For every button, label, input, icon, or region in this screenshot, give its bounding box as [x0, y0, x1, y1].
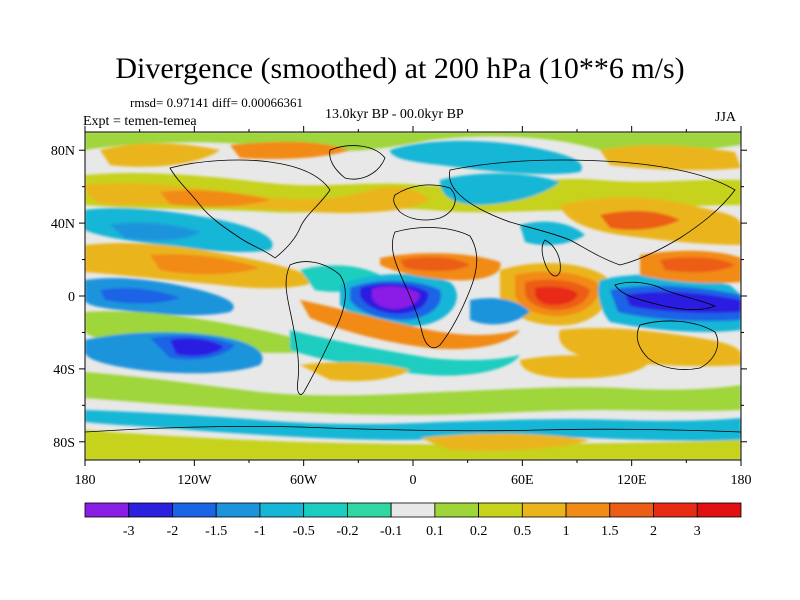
- field-mc-deepblue: [625, 291, 741, 313]
- colorbar-swatch: [478, 502, 523, 518]
- lat-label: 40S: [53, 363, 75, 378]
- colorbar-swatch: [390, 502, 436, 518]
- colorbar-label: -1: [254, 524, 266, 539]
- field-trop-orange-core: [150, 254, 260, 275]
- contour-fields: [85, 132, 741, 460]
- colorbar-swatch: [653, 502, 698, 518]
- coast-north-america: [169, 159, 331, 259]
- coast-antarctica: [85, 425, 741, 433]
- field-nh-red-asia: [600, 210, 680, 230]
- lon-label: 60E: [511, 473, 534, 488]
- colorbar-swatch: [696, 502, 742, 518]
- lat-axis: 80N 40N 0 40S 80S: [51, 144, 747, 451]
- season-text: JJA: [715, 110, 737, 125]
- colorbar-swatch: [565, 502, 611, 518]
- lon-label: 120E: [617, 473, 647, 488]
- lat-label: 0: [68, 290, 75, 305]
- field-arctic-orange-3: [600, 145, 741, 171]
- colorbar: -3 -2 -1.5 -1 -0.5 -0.2 -0.1 0.1 0.2 0.5 1 1.5 2 3: [84, 502, 742, 539]
- coast-greenland: [329, 145, 386, 180]
- field-africa-red: [400, 257, 470, 272]
- field-sh-orange-south: [420, 433, 590, 451]
- lat-label: 80N: [51, 144, 75, 159]
- colorbar-swatch: [84, 502, 130, 518]
- colorbar-label: 0.5: [514, 524, 532, 539]
- field-sa-orange-belt: [300, 300, 520, 350]
- lon-label: 180: [75, 473, 96, 488]
- coast-south-america: [285, 261, 346, 395]
- colorbar-swatch: [346, 502, 392, 518]
- colorbar-swatch: [521, 502, 567, 518]
- colorbar-label: 0.2: [470, 524, 488, 539]
- colorbar-label: 1: [563, 524, 570, 539]
- field-sh-deepblue-west: [170, 338, 224, 356]
- colorbar-label: -0.2: [336, 524, 358, 539]
- coast-india: [541, 239, 561, 277]
- experiment-text: Expt = temen-temea: [83, 114, 197, 129]
- colorbar-swatch: [609, 502, 654, 518]
- colorbar-label: -3: [123, 524, 135, 539]
- coastlines: [85, 145, 741, 433]
- field-arctic-orange: [100, 143, 220, 167]
- colorbar-label: -2: [167, 524, 179, 539]
- field-io-redcore: [535, 286, 578, 305]
- coast-maritime: [614, 281, 717, 311]
- lon-label: 60W: [290, 473, 318, 488]
- coast-australia: [636, 320, 719, 370]
- colorbar-label: -1.5: [205, 524, 227, 539]
- coast-europe: [393, 184, 456, 221]
- field-io-cyan: [470, 298, 530, 325]
- field-sh-cyan-band: [85, 410, 741, 441]
- coast-africa: [391, 227, 478, 349]
- colorbar-swatch: [128, 502, 173, 518]
- colorbar-label: 0.1: [426, 524, 444, 539]
- plot-title: Divergence (smoothed) at 200 hPa (10**6 …: [115, 52, 685, 85]
- field-wp-red: [660, 257, 735, 273]
- field-sa-cyan-south: [290, 330, 520, 376]
- colorbar-swatch: [215, 502, 261, 518]
- field-sh-green-south: [85, 430, 741, 460]
- period-text: 13.0kyr BP - 00.0kyr BP: [325, 107, 464, 122]
- colorbar-swatch: [172, 502, 217, 518]
- stats-text: rmsd= 0.97141 diff= 0.00066361: [130, 95, 303, 110]
- colorbar-label: 2: [650, 524, 657, 539]
- field-nh-cyan-atl: [440, 173, 560, 205]
- lat-label: 40N: [51, 217, 75, 232]
- colorbar-swatch: [303, 502, 348, 518]
- field-trop-blue-core: [100, 287, 180, 304]
- colorbar-swatch: [259, 502, 305, 518]
- colorbar-label: 3: [694, 524, 701, 539]
- field-sh-orange-ind: [520, 355, 650, 379]
- lon-axis: 180 120W 60W 0 60E 120E 180: [75, 126, 752, 488]
- field-arctic-cyan: [390, 140, 582, 175]
- field-sh-orange-mid: [300, 362, 410, 382]
- lon-label: 180: [731, 473, 752, 488]
- lat-label: 80S: [53, 436, 75, 451]
- colorbar-label: 1.5: [601, 524, 619, 539]
- coast-asia: [449, 159, 736, 266]
- colorbar-label: -0.5: [293, 524, 315, 539]
- colorbar-swatch: [434, 502, 480, 518]
- field-arctic-orange-2: [230, 141, 350, 160]
- field-sh-green-band: [85, 372, 741, 415]
- field-nh-orange-core: [160, 190, 270, 207]
- field-nh-blue-west: [110, 222, 200, 241]
- lon-label: 120W: [177, 473, 212, 488]
- colorbar-label: -0.1: [380, 524, 402, 539]
- field-arctic-green: [85, 132, 741, 155]
- lon-label: 0: [410, 473, 417, 488]
